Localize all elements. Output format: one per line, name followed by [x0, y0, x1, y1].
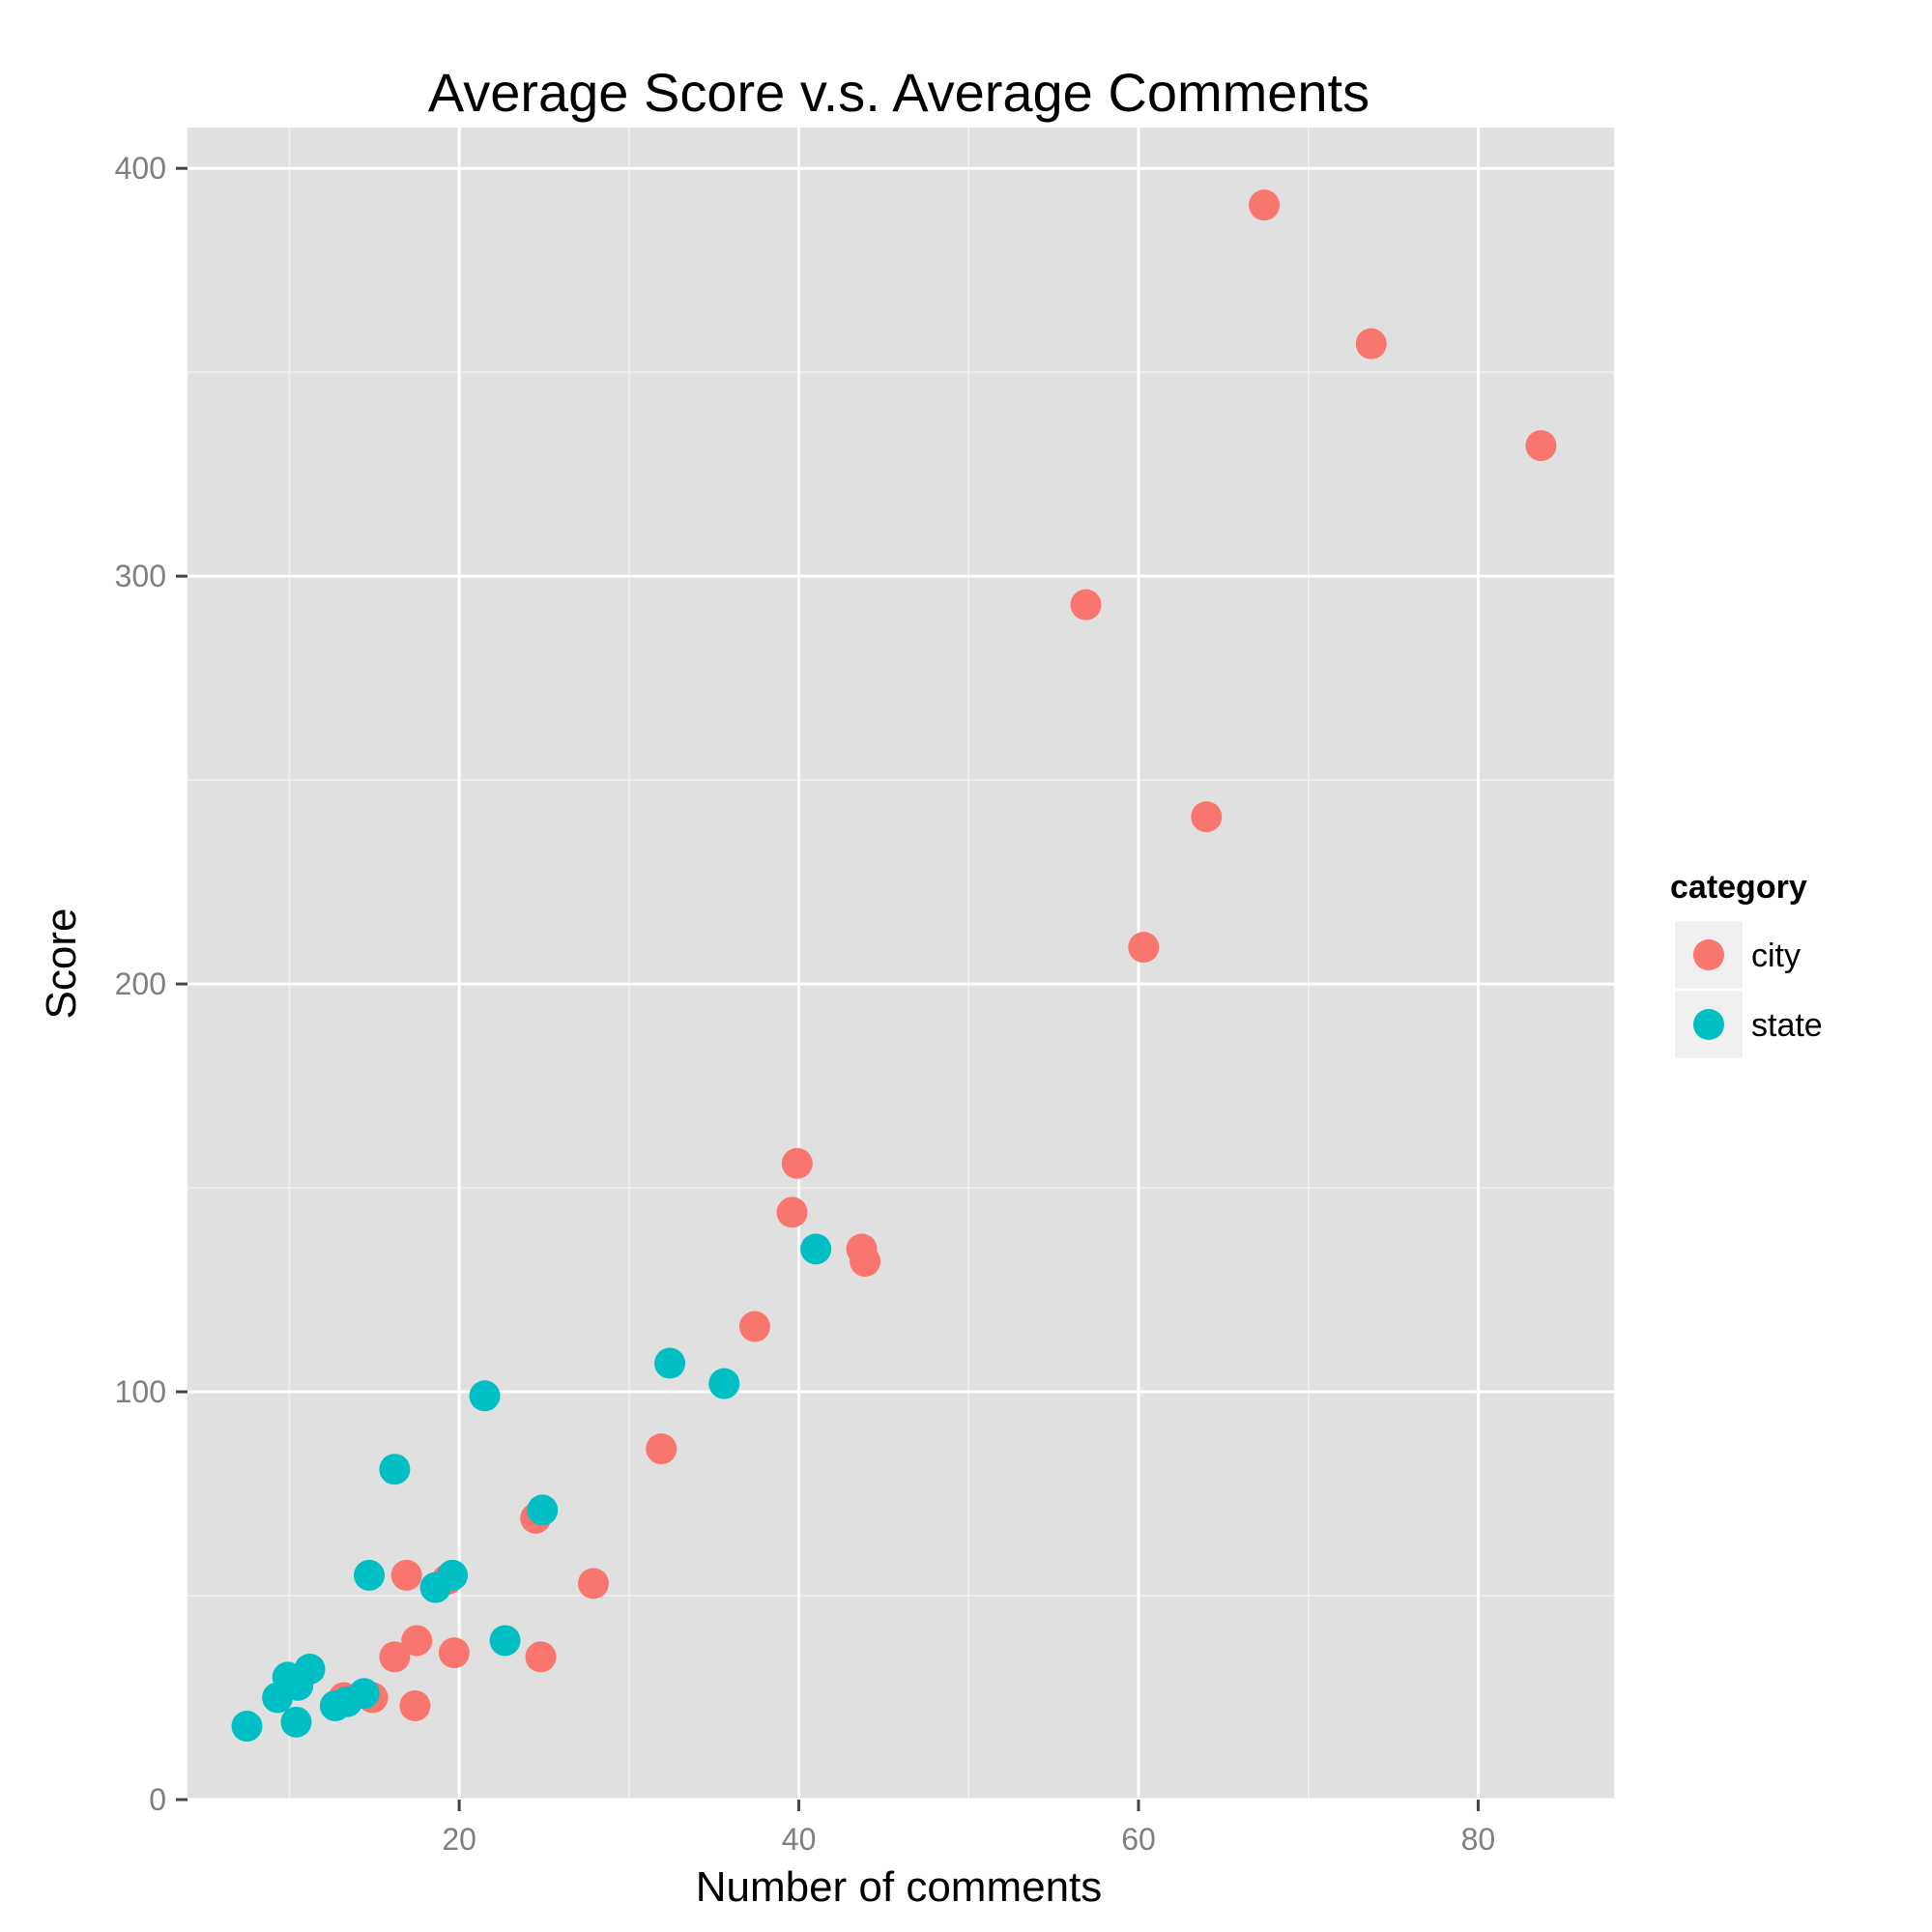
data-point-city: [781, 1147, 813, 1179]
tick-labels: 20 40 60 80 0 100 200 300 400: [115, 151, 1496, 1857]
axis-ticks: [176, 166, 1480, 1811]
data-point-city: [379, 1641, 411, 1673]
data-point-city: [401, 1625, 433, 1657]
data-point-state: [280, 1706, 312, 1738]
y-tick-label: 400: [115, 151, 166, 186]
data-point-city: [1191, 801, 1223, 833]
y-tick-label: 200: [115, 966, 166, 1001]
legend: category city state: [1670, 869, 1823, 1058]
x-axis-title: Number of comments: [696, 1863, 1103, 1911]
legend-label-state: state: [1751, 1007, 1823, 1044]
data-point-state: [262, 1682, 294, 1714]
x-tick-label: 60: [1121, 1822, 1156, 1857]
data-point-city: [1128, 932, 1160, 964]
legend-key-state: [1693, 1009, 1724, 1040]
legend-item-state: state: [1675, 991, 1823, 1058]
data-point-city: [390, 1559, 422, 1591]
data-point-state: [379, 1454, 411, 1485]
data-point-state: [469, 1380, 501, 1412]
x-tick-label: 40: [782, 1822, 817, 1857]
data-point-city: [1525, 430, 1557, 462]
legend-key-city: [1693, 939, 1724, 970]
data-point-state: [800, 1233, 832, 1265]
chart-title: Average Score v.s. Average Comments: [428, 62, 1370, 123]
y-tick-label: 100: [115, 1374, 166, 1409]
data-point-city: [1249, 189, 1281, 221]
data-point-city: [776, 1197, 808, 1228]
data-point-city: [850, 1246, 881, 1278]
data-point-city: [438, 1637, 470, 1669]
y-axis-title: Score: [38, 908, 85, 1020]
data-point-city: [577, 1568, 609, 1600]
data-point-city: [738, 1311, 770, 1342]
data-point-state: [354, 1559, 386, 1591]
x-tick-label: 20: [442, 1822, 476, 1857]
data-point-city: [525, 1641, 557, 1673]
y-tick-label: 0: [149, 1782, 166, 1817]
data-point-state: [419, 1572, 451, 1603]
major-gridlines: [187, 128, 1614, 1802]
data-point-city: [1355, 328, 1387, 360]
data-point-city: [1070, 589, 1102, 620]
data-point-city: [646, 1433, 678, 1465]
x-tick-label: 80: [1461, 1822, 1496, 1857]
data-point-city: [399, 1689, 431, 1721]
data-point-state: [708, 1368, 740, 1399]
data-point-state: [231, 1711, 263, 1743]
data-point-state: [489, 1625, 521, 1657]
legend-title: category: [1670, 869, 1807, 906]
y-tick-label: 300: [115, 559, 166, 593]
data-points: [231, 189, 1557, 1743]
data-point-state: [527, 1494, 559, 1526]
legend-item-city: city: [1675, 921, 1801, 989]
plot-panel: [187, 128, 1614, 1800]
data-point-state: [654, 1347, 686, 1379]
data-point-state: [319, 1689, 351, 1721]
legend-label-city: city: [1751, 937, 1801, 974]
